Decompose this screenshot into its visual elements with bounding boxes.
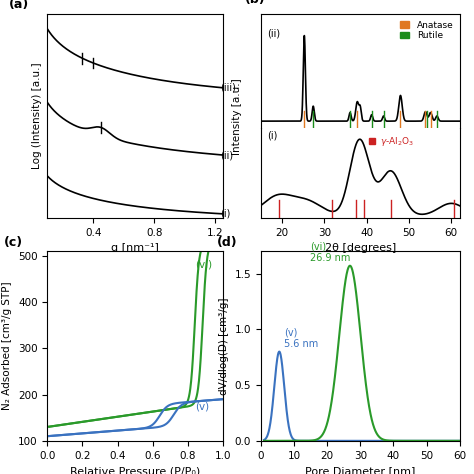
Text: (c): (c) xyxy=(4,236,23,248)
Text: (i): (i) xyxy=(267,131,277,141)
Text: (v): (v) xyxy=(195,401,209,411)
Text: (a): (a) xyxy=(9,0,29,11)
Legend: Anatase, Rutile: Anatase, Rutile xyxy=(399,19,455,42)
Text: (b): (b) xyxy=(245,0,265,6)
Text: $\gamma$-Al$_2$O$_3$: $\gamma$-Al$_2$O$_3$ xyxy=(380,135,414,148)
Text: (ii): (ii) xyxy=(267,29,280,39)
Text: (i): (i) xyxy=(220,209,230,219)
X-axis label: 2θ [degrees]: 2θ [degrees] xyxy=(325,243,396,253)
X-axis label: Pore Diameter [nm]: Pore Diameter [nm] xyxy=(305,466,415,474)
Text: (d): (d) xyxy=(217,236,237,248)
Text: (v)
5.6 nm: (v) 5.6 nm xyxy=(284,328,319,349)
Text: (ii): (ii) xyxy=(220,150,233,160)
Text: Intensity [a.u.]: Intensity [a.u.] xyxy=(232,78,242,155)
Text: (vi)
26.9 nm: (vi) 26.9 nm xyxy=(310,242,350,264)
X-axis label: q [nm⁻¹]: q [nm⁻¹] xyxy=(111,243,159,253)
Y-axis label: N₂ Adsorbed [cm³/g STP]: N₂ Adsorbed [cm³/g STP] xyxy=(2,282,12,410)
Y-axis label: Log (Intensity) [a.u.]: Log (Intensity) [a.u.] xyxy=(32,63,42,169)
Text: (vi): (vi) xyxy=(195,260,212,270)
X-axis label: Relative Pressure (P/P₀): Relative Pressure (P/P₀) xyxy=(70,466,200,474)
Text: (iii): (iii) xyxy=(220,83,236,93)
Y-axis label: dV/dlog(D) [cm³/g]: dV/dlog(D) [cm³/g] xyxy=(219,297,229,395)
